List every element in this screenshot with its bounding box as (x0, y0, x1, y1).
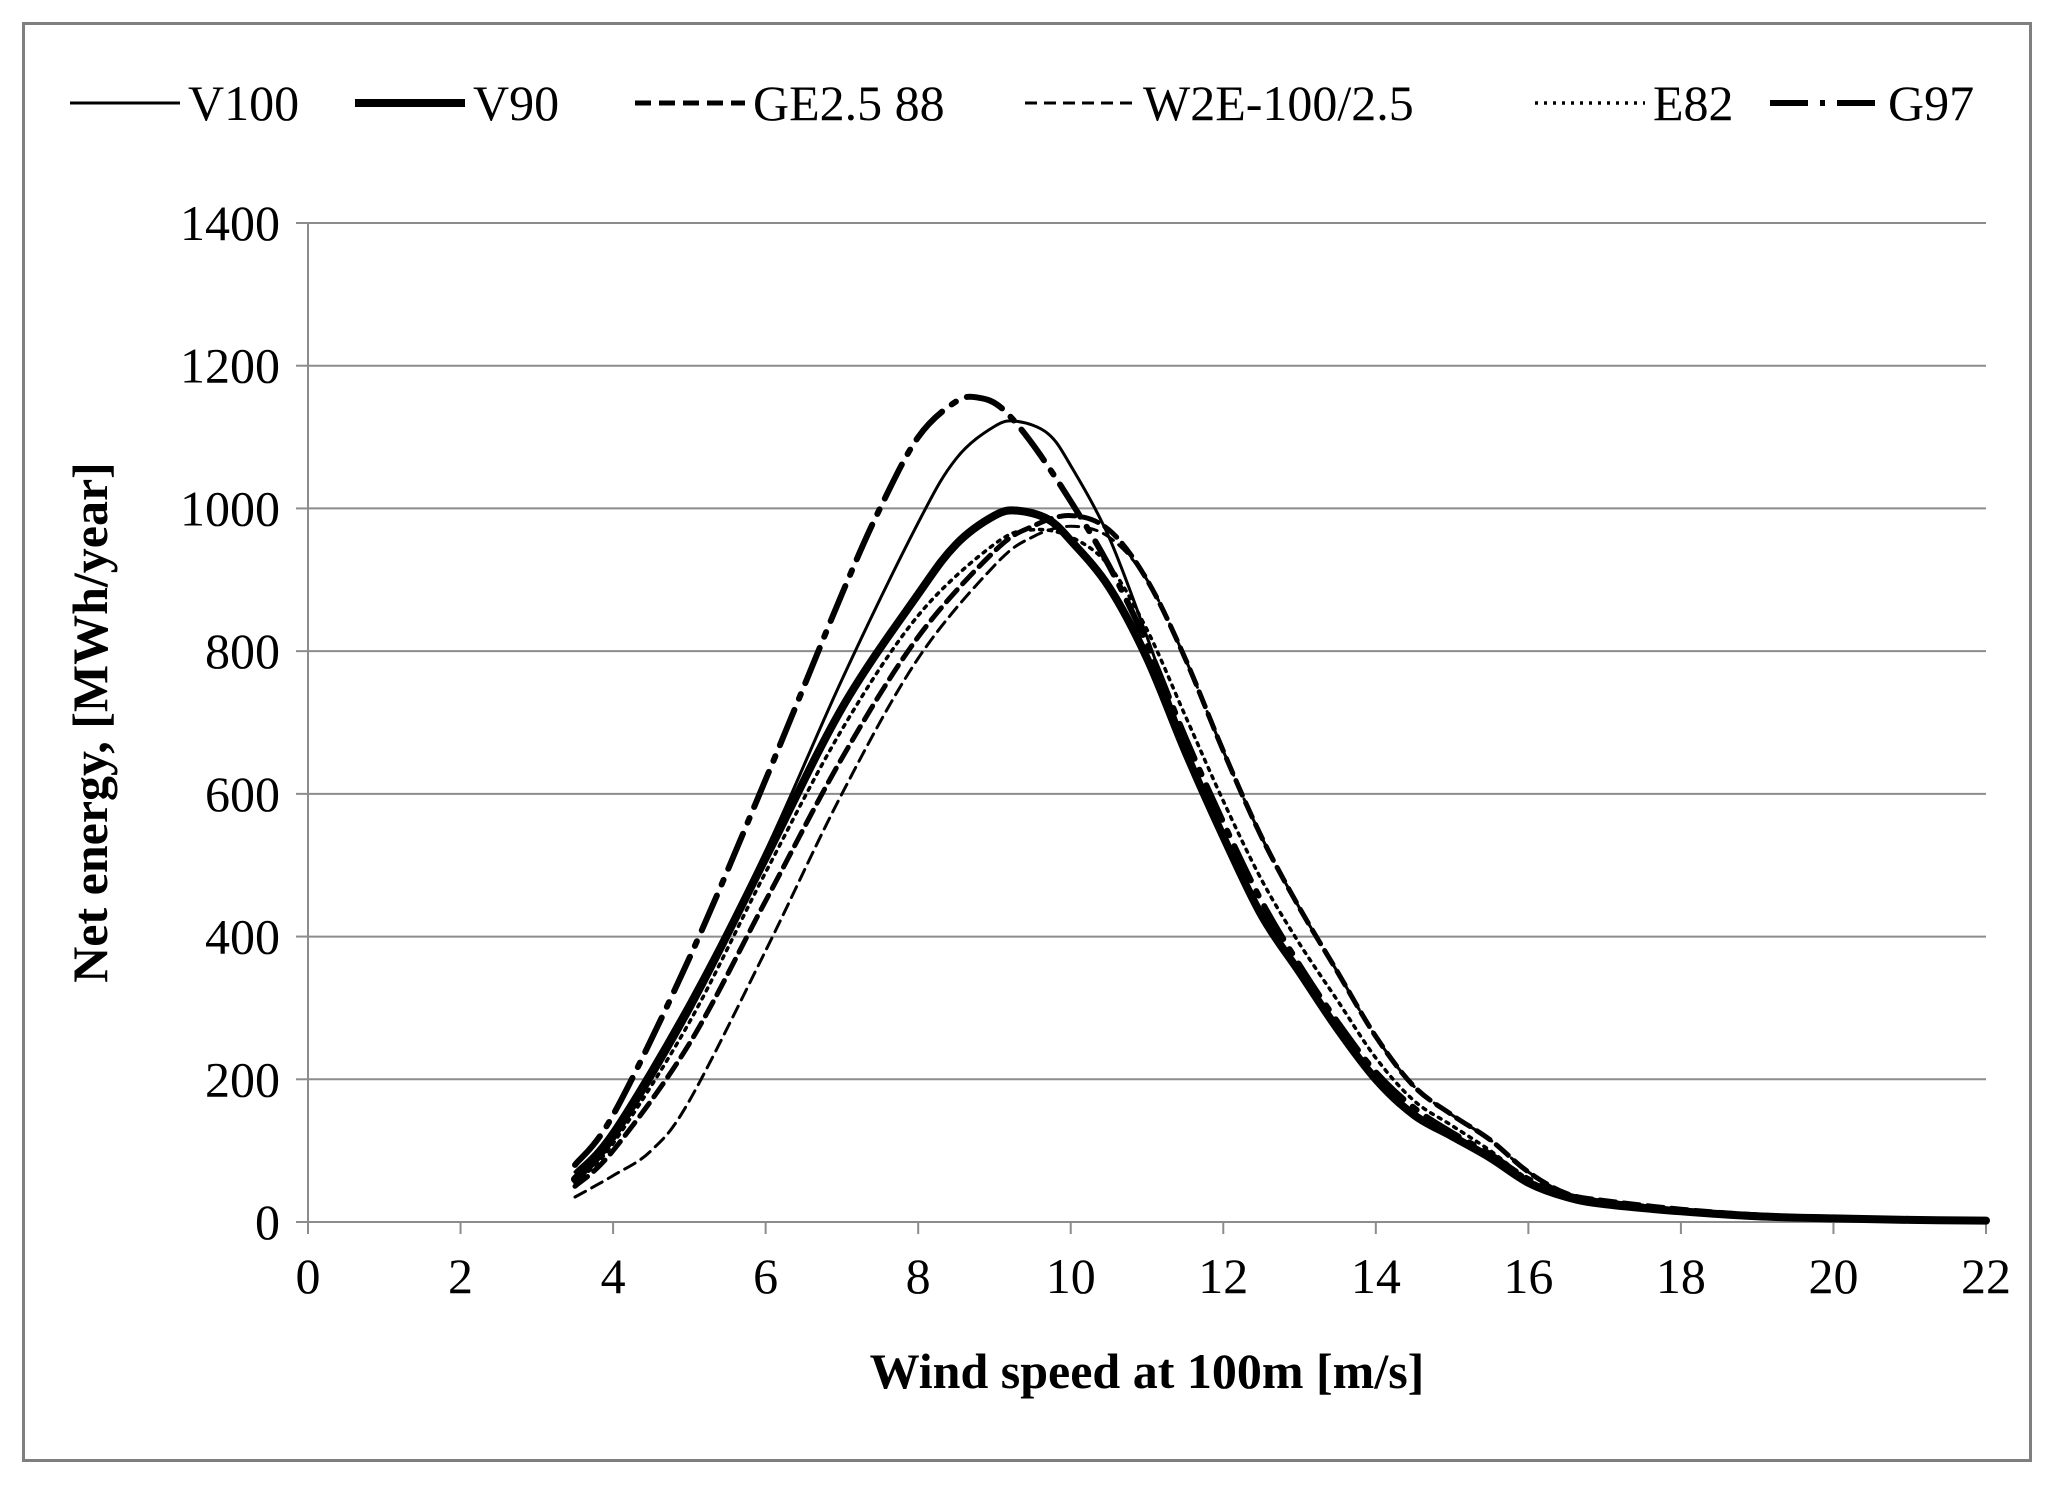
series-line-ge2-5-88 (572, 513, 1989, 1223)
y-tick-label: 0 (255, 1194, 280, 1250)
x-tick-label: 6 (753, 1248, 778, 1304)
gridlines (308, 222, 1986, 1081)
chart-canvas: V100 V90 GE2.5 88 W2E-100/2.5 E82 G97 0200400… (62, 75, 2011, 1399)
x-tick-label: 20 (1808, 1248, 1858, 1304)
y-tick-label: 400 (205, 909, 280, 965)
y-axis-title: Net energy, [MWh/year] (62, 462, 118, 983)
x-tick-label: 22 (1961, 1248, 2011, 1304)
legend-label: GE2.5 88 (753, 75, 945, 131)
y-tick-label: 1400 (180, 195, 280, 251)
x-tick-label: 8 (906, 1248, 931, 1304)
legend-label: V90 (473, 75, 559, 131)
series-line-w2e-100-2-5 (573, 524, 1988, 1222)
y-tick-label: 800 (205, 623, 280, 679)
chart-figure: V100 V90 GE2.5 88 W2E-100/2.5 E82 G97 0 200 400… (22, 22, 2032, 1462)
x-tick-label: 16 (1503, 1248, 1553, 1304)
y-tick-label: 600 (205, 766, 280, 822)
x-tick-label: 14 (1351, 1248, 1401, 1304)
axis-titles: Wind speed at 100m [m/s] Net energy, [MW… (62, 462, 1424, 1399)
legend-label: W2E-100/2.5 (1143, 75, 1414, 131)
series-lines (571, 393, 1990, 1225)
legend-label: G97 (1888, 75, 1974, 131)
x-tick-label: 12 (1198, 1248, 1248, 1304)
series-line-g97 (572, 393, 1989, 1224)
legend-label: E82 (1653, 75, 1734, 131)
y-tick-label: 1000 (180, 480, 280, 536)
y-tick-label: 200 (205, 1051, 280, 1107)
x-axis-title: Wind speed at 100m [m/s] (870, 1343, 1425, 1399)
x-tick-label: 18 (1656, 1248, 1706, 1304)
axes: 0 200 400 600 800 1000 1200 1400 0 2 4 6 8 10 12 14 16 18… (180, 195, 2011, 1304)
legend: V100 V90 GE2.5 88 W2E-100/2.5 E82 G97 (70, 75, 1974, 131)
x-tick-label: 0 (296, 1248, 321, 1304)
series-line-e82 (573, 527, 1988, 1223)
x-tick-label: 10 (1046, 1248, 1096, 1304)
x-tick-label: 4 (601, 1248, 626, 1304)
x-tick-label: 2 (448, 1248, 473, 1304)
y-tick-label: 1200 (180, 338, 280, 394)
legend-label: V100 (188, 75, 299, 131)
